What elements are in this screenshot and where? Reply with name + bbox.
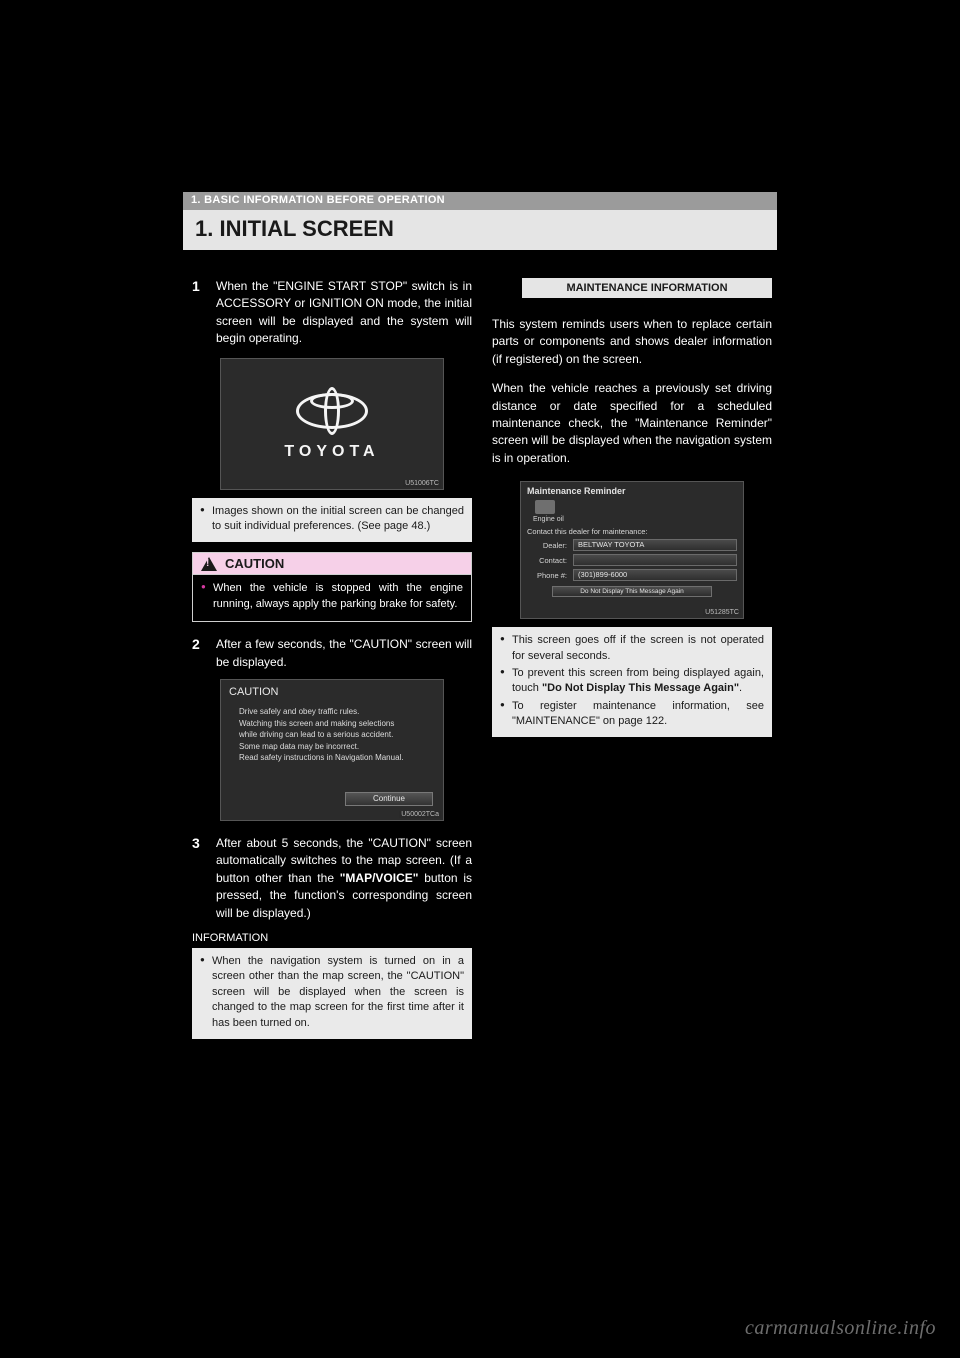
- step-2: 2 After a few seconds, the "CAUTION" scr…: [192, 636, 472, 671]
- caution-screen-header: CAUTION: [229, 686, 435, 698]
- right-column: MAINTENANCE INFORMATION This system remi…: [492, 278, 772, 737]
- figure-label: U50002TCa: [399, 811, 441, 818]
- breadcrumb: 1. BASIC INFORMATION BEFORE OPERATION: [183, 192, 777, 210]
- toyota-logo-icon: [296, 387, 368, 435]
- figure-maintenance-reminder: Maintenance Reminder Engine oil Contact …: [520, 481, 744, 619]
- step-text: After about 5 seconds, the "CAUTION" scr…: [216, 835, 472, 922]
- step-number: 1: [192, 278, 208, 348]
- maint-header: Maintenance Reminder: [527, 486, 737, 496]
- step-number: 3: [192, 835, 208, 922]
- maint-row-phone: Phone #: (301)899-6000: [527, 569, 737, 581]
- maintenance-info-heading: MAINTENANCE INFORMATION: [522, 278, 772, 298]
- warning-icon: [201, 557, 217, 571]
- info-bullet-part: .: [739, 682, 742, 694]
- maint-row-value: [573, 554, 737, 566]
- caution-line: Watching this screen and making selectio…: [239, 718, 435, 730]
- maint-row-label: Phone #:: [527, 571, 567, 580]
- maint-row-label: Contact:: [527, 556, 567, 565]
- info-bullet: This screen goes off if the screen is no…: [500, 633, 764, 664]
- do-not-display-button[interactable]: Do Not Display This Message Again: [552, 586, 712, 597]
- toyota-wordmark: TOYOTA: [284, 443, 379, 461]
- left-column: 1 When the "ENGINE START STOP" switch is…: [192, 278, 472, 1039]
- caution-line: Some map data may be incorrect.: [239, 741, 435, 753]
- maint-row-value: (301)899-6000: [573, 569, 737, 581]
- caution-line: Read safety instructions in Navigation M…: [239, 752, 435, 764]
- maintenance-para2: When the vehicle reaches a previously se…: [492, 380, 772, 467]
- step-text-bold: "MAP/VOICE": [340, 871, 419, 885]
- maint-row-value: BELTWAY TOYOTA: [573, 539, 737, 551]
- step-text: After a few seconds, the "CAUTION" scree…: [216, 636, 472, 671]
- figure-caution-screen: CAUTION Drive safely and obey traffic ru…: [220, 679, 444, 821]
- engine-label: Engine oil: [533, 516, 737, 523]
- maint-row-contact: Contact:: [527, 554, 737, 566]
- maint-subtext: Contact this dealer for maintenance:: [527, 527, 737, 536]
- caution-box: CAUTION When the vehicle is stopped with…: [192, 552, 472, 622]
- information-label: INFORMATION: [192, 932, 472, 944]
- step-1: 1 When the "ENGINE START STOP" switch is…: [192, 278, 472, 348]
- step-number: 2: [192, 636, 208, 671]
- maint-row-label: Dealer:: [527, 541, 567, 550]
- watermark: carmanualsonline.info: [745, 1317, 936, 1340]
- figure-label: U51285TC: [703, 609, 741, 616]
- page-title: 1. INITIAL SCREEN: [183, 210, 777, 250]
- caution-line: while driving can lead to a serious acci…: [239, 729, 435, 741]
- engine-icon: [535, 500, 555, 514]
- caution-header: CAUTION: [193, 553, 471, 575]
- info-box-maintenance: This screen goes off if the screen is no…: [492, 627, 772, 737]
- caution-line: Drive safely and obey traffic rules.: [239, 706, 435, 718]
- info-bullet: Images shown on the initial screen can b…: [200, 504, 464, 535]
- caution-header-label: CAUTION: [225, 556, 284, 571]
- step-text: When the "ENGINE START STOP" switch is i…: [216, 278, 472, 348]
- info-bullet: To prevent this screen from being dis­pl…: [500, 666, 764, 697]
- info-bullet-bold: "Do Not Display This Message Again": [542, 682, 739, 694]
- figure-initial-screen: TOYOTA U51006TC: [220, 358, 444, 490]
- caution-bullet: When the vehicle is stopped with the eng…: [201, 581, 463, 613]
- info-bullet: When the navigation system is turned on …: [200, 954, 464, 1031]
- caution-body: When the vehicle is stopped with the eng…: [193, 575, 471, 621]
- maintenance-intro: This system reminds users when to replac…: [492, 316, 772, 368]
- info-bullet: To register maintenance information, see…: [500, 699, 764, 730]
- continue-button[interactable]: Continue: [345, 792, 433, 806]
- step-3: 3 After about 5 seconds, the "CAUTION" s…: [192, 835, 472, 922]
- page: 1. BASIC INFORMATION BEFORE OPERATION 1.…: [0, 0, 960, 1358]
- info-box-initial-images: Images shown on the initial screen can b…: [192, 498, 472, 543]
- figure-label: U51006TC: [403, 480, 441, 487]
- info-box-nav-caution: When the navigation system is turned on …: [192, 948, 472, 1039]
- maint-row-dealer: Dealer: BELTWAY TOYOTA: [527, 539, 737, 551]
